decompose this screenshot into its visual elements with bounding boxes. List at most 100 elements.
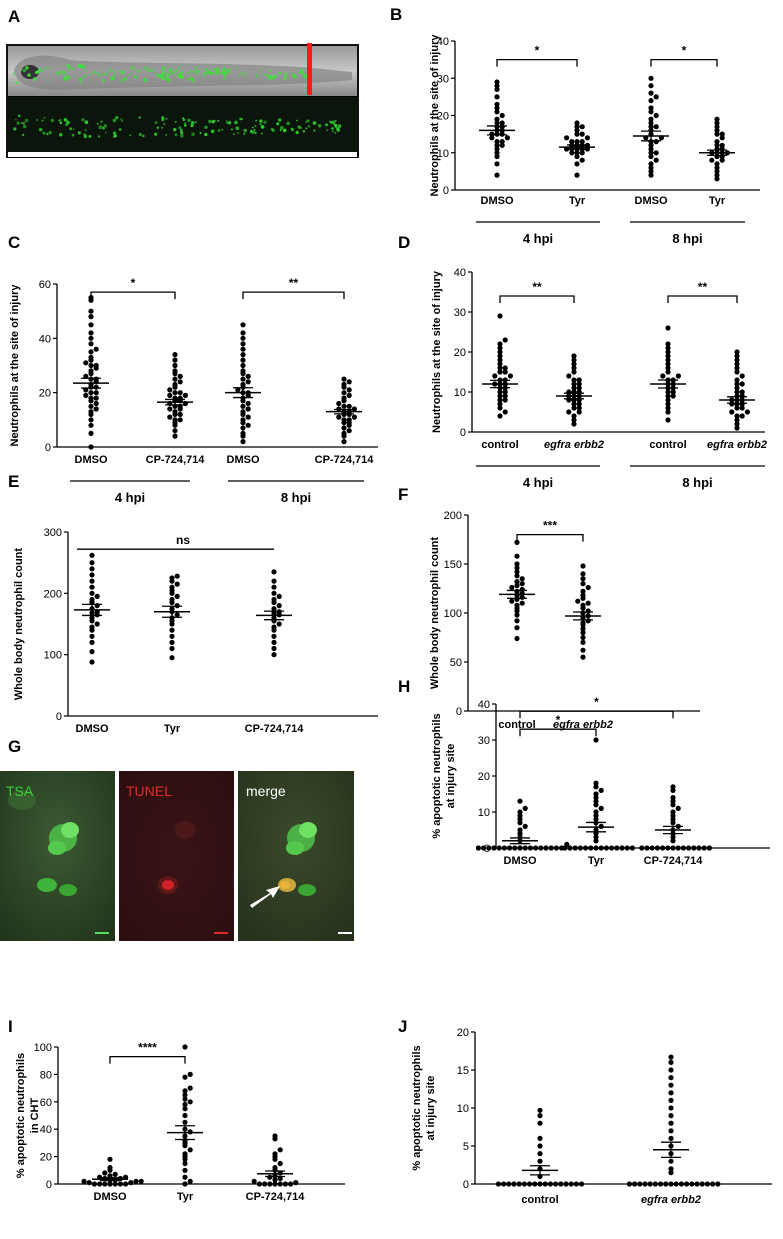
data-point bbox=[543, 845, 549, 851]
data-point bbox=[714, 168, 720, 174]
data-point bbox=[494, 172, 500, 178]
neutrophil-dot bbox=[254, 131, 257, 134]
data-point bbox=[719, 142, 725, 148]
data-point bbox=[575, 598, 581, 604]
neutrophil-dot bbox=[65, 122, 69, 127]
data-point bbox=[593, 834, 599, 840]
y-axis-label: Neutrophils at the site of injury bbox=[429, 34, 441, 197]
data-point bbox=[580, 571, 586, 577]
data-point bbox=[665, 353, 671, 359]
data-point bbox=[573, 1181, 580, 1187]
data-point bbox=[668, 1170, 674, 1176]
data-point bbox=[351, 414, 357, 420]
data-point bbox=[569, 139, 575, 145]
data-point bbox=[83, 360, 89, 366]
data-point bbox=[509, 598, 515, 604]
data-point bbox=[537, 1107, 543, 1113]
neutrophil-dot bbox=[194, 121, 197, 124]
data-point bbox=[579, 139, 585, 145]
neutrophil-dot bbox=[205, 67, 209, 72]
data-point bbox=[652, 1181, 659, 1187]
data-point bbox=[89, 572, 95, 578]
category-label: Tyr bbox=[709, 195, 726, 207]
neutrophil-dot bbox=[112, 118, 117, 123]
neutrophil-dot bbox=[38, 127, 43, 132]
neutrophil-dot bbox=[97, 73, 101, 77]
neutrophil-dot bbox=[69, 127, 73, 131]
y-tick-label: 40 bbox=[478, 699, 490, 711]
y-axis-label: at injury site bbox=[425, 1076, 437, 1141]
neutrophil-dot bbox=[243, 132, 246, 135]
data-point bbox=[670, 798, 676, 804]
data-point bbox=[598, 805, 604, 812]
data-point bbox=[172, 357, 178, 363]
y-axis-label: % apoptotic neutrophils bbox=[411, 1045, 423, 1170]
data-point bbox=[88, 390, 94, 396]
data-point bbox=[668, 1158, 674, 1164]
data-point bbox=[271, 639, 277, 646]
data-point bbox=[668, 1082, 674, 1088]
neutrophil-dot bbox=[48, 66, 51, 69]
data-point bbox=[489, 135, 495, 141]
neutrophil-dot bbox=[220, 71, 225, 75]
neutrophil-dot bbox=[331, 127, 334, 130]
data-point bbox=[514, 569, 520, 575]
neutrophil-dot bbox=[317, 124, 322, 128]
data-point bbox=[734, 361, 740, 367]
neutrophil-dot bbox=[243, 128, 248, 133]
y-axis-label: Neutrophils at the site of injury bbox=[431, 270, 443, 433]
data-point bbox=[86, 1180, 92, 1186]
data-point bbox=[648, 120, 654, 126]
category-label: Tyr bbox=[164, 723, 181, 735]
data-point bbox=[497, 357, 503, 363]
data-point bbox=[648, 105, 654, 111]
panel-label-c: C bbox=[8, 233, 20, 252]
chart-panel-j: 0 5 10 15 20 % apoptotic neutrophils at injury… bbox=[411, 1027, 772, 1206]
panel-label-d: D bbox=[398, 233, 410, 252]
data-point bbox=[714, 116, 720, 122]
significance-bracket bbox=[90, 291, 176, 300]
neutrophil-dot bbox=[46, 132, 49, 136]
data-point bbox=[696, 845, 702, 851]
data-point bbox=[169, 633, 175, 639]
data-point bbox=[675, 845, 681, 851]
category-label: DMSO bbox=[227, 454, 260, 466]
neutrophil-dot bbox=[283, 76, 287, 80]
group-label: 4 hpi bbox=[523, 231, 553, 246]
neutrophil-dot bbox=[273, 74, 277, 78]
neutrophil-dot bbox=[110, 76, 115, 81]
data-point bbox=[88, 335, 94, 341]
neutrophil-dot bbox=[195, 73, 198, 76]
data-point bbox=[107, 1173, 113, 1179]
panel-label-f: F bbox=[398, 485, 408, 504]
data-point bbox=[271, 596, 277, 603]
y-tick-label: 20 bbox=[437, 111, 449, 123]
data-point bbox=[506, 1181, 512, 1187]
neutrophil-dot bbox=[259, 119, 263, 123]
data-point bbox=[522, 823, 528, 830]
data-point bbox=[571, 417, 577, 423]
neutrophil-dot bbox=[179, 133, 184, 138]
data-point bbox=[593, 791, 599, 797]
data-point bbox=[172, 433, 178, 439]
category-label: control bbox=[649, 439, 686, 451]
data-point bbox=[648, 98, 654, 104]
data-point bbox=[574, 124, 580, 130]
data-point bbox=[527, 845, 534, 851]
neutrophil-dot bbox=[138, 69, 142, 72]
data-point bbox=[88, 314, 94, 320]
y-tick-label: 30 bbox=[454, 307, 466, 319]
group-label: 8 hpi bbox=[682, 475, 712, 490]
neutrophil-dot bbox=[222, 67, 225, 70]
neutrophil-dot bbox=[204, 132, 208, 137]
data-point bbox=[182, 1074, 188, 1080]
neutrophil-dot bbox=[102, 79, 105, 83]
neutrophil-dot bbox=[199, 131, 202, 135]
neutrophil-dot bbox=[150, 70, 152, 72]
y-axis-label: % apoptotic neutrophils bbox=[15, 1053, 27, 1178]
data-point bbox=[517, 809, 523, 815]
neutrophil-dot bbox=[106, 72, 109, 75]
data-point bbox=[112, 1181, 118, 1187]
data-point bbox=[514, 635, 520, 642]
neutrophil-dot bbox=[144, 66, 148, 70]
